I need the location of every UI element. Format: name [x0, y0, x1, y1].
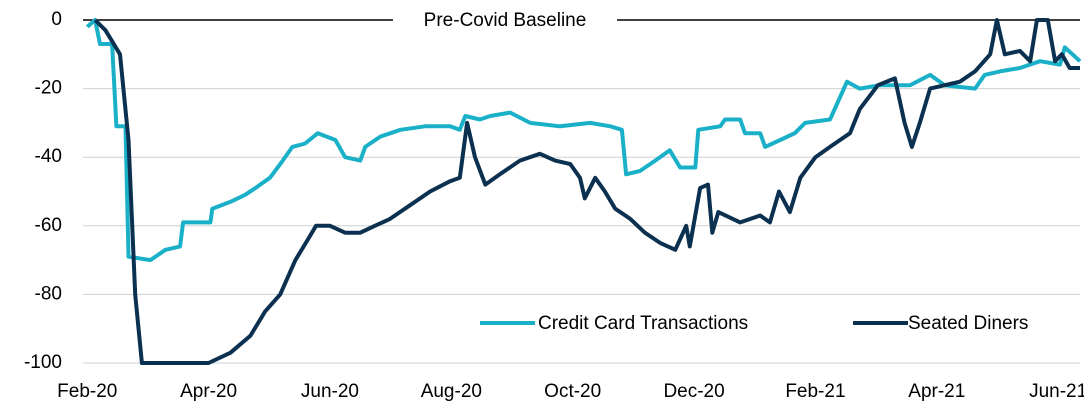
y-tick-label: 0	[51, 9, 62, 30]
y-tick-label: -40	[35, 146, 62, 167]
x-tick-label: Aug-20	[421, 381, 482, 402]
x-tick-label: Feb-20	[57, 381, 117, 402]
y-tick-label: -20	[35, 78, 62, 99]
legend-label: Seated Diners	[908, 313, 1028, 334]
y-tick-label: -60	[35, 215, 62, 236]
x-tick-label: Jun-20	[301, 381, 359, 402]
y-tick-label: -100	[24, 352, 62, 373]
annotation: Pre-Covid Baseline	[424, 10, 587, 31]
y-tick-label: -80	[35, 283, 62, 304]
x-tick-label: Jun-21	[1029, 381, 1084, 402]
x-tick-label: Dec-20	[663, 381, 724, 402]
series-line	[85, 18, 1082, 263]
annotation-bg	[393, 8, 617, 34]
x-tick-label: Apr-21	[908, 381, 965, 402]
legend-label: Credit Card Transactions	[538, 313, 748, 334]
x-tick-label: Feb-21	[785, 381, 845, 402]
x-tick-label: Oct-20	[544, 381, 601, 402]
series-line	[93, 18, 1080, 365]
x-tick-label: Apr-20	[180, 381, 237, 402]
